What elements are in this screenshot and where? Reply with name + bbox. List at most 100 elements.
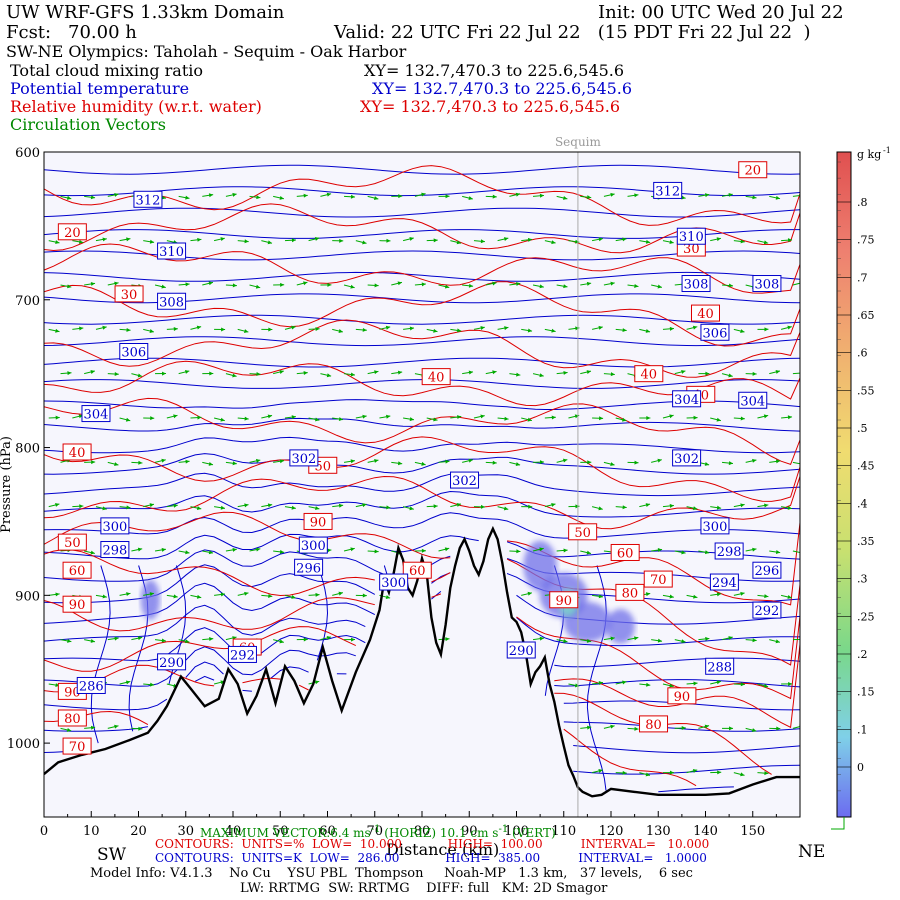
contour-label-box <box>672 449 702 467</box>
wind-vector-head <box>137 373 143 378</box>
contour-label: 50 <box>315 459 332 474</box>
contour-label-box <box>752 561 782 579</box>
wind-vector-head <box>327 548 332 553</box>
wind-vector-head <box>527 328 533 333</box>
theta-contour <box>44 164 800 175</box>
wind-vector-head <box>716 680 721 685</box>
contour-label-box <box>303 512 333 530</box>
wind-vector-head <box>138 460 143 465</box>
wind-vector-head <box>645 592 651 597</box>
wind-vector-head <box>657 458 662 463</box>
colorbar-tick-label: .15 <box>857 686 875 699</box>
colorbar-tick-label: .6 <box>857 347 868 360</box>
contour-label: 304 <box>674 393 699 408</box>
y-tick-label: 800 <box>15 442 40 457</box>
wind-vector-head <box>314 237 320 241</box>
wind-vector-head <box>398 194 403 199</box>
wind-vector-head <box>125 417 131 422</box>
wind-vector-head <box>515 192 521 197</box>
wind-vector-head <box>114 192 119 197</box>
wind-vector-head <box>492 460 497 465</box>
wind-vector-head <box>197 415 202 420</box>
wind-vector-head <box>386 238 391 243</box>
contour-label-box <box>227 645 257 663</box>
wind-vector-head <box>717 770 722 775</box>
wind-vector-head <box>598 594 603 599</box>
wind-vector-head <box>208 461 214 466</box>
wind-vector-head <box>255 547 261 552</box>
theta-contour <box>44 417 800 432</box>
contour-label: 40 <box>69 446 86 461</box>
contour-label-box <box>57 709 87 727</box>
wind-vector-head <box>55 683 60 688</box>
wind-vector-head <box>681 370 686 374</box>
forecast-hour: 70.00 h <box>68 22 137 43</box>
wind-vector-head <box>551 240 556 245</box>
wind-vector-head <box>610 372 615 377</box>
wind-vector-head <box>315 506 320 511</box>
wind-vector-head <box>610 192 615 197</box>
wind-vector-head <box>338 503 344 508</box>
wind-vector-head <box>138 726 143 731</box>
contour-label: 296 <box>296 561 321 576</box>
wind-vector-head <box>586 550 591 555</box>
wind-vector-head <box>468 196 473 200</box>
rh-contour <box>44 436 800 502</box>
wind-vector-head <box>669 683 674 688</box>
wind-vector-head <box>645 772 651 777</box>
wind-vector-head <box>267 414 273 419</box>
contour-label: 308 <box>684 278 709 293</box>
wind-vector-head <box>421 192 426 197</box>
wind-vector-head <box>244 591 249 596</box>
contour-labels: 2020303040404040405050506060606070708080… <box>57 161 782 755</box>
wind-vector-head <box>268 593 273 598</box>
wind-vector-head <box>326 192 332 197</box>
wind-vector-head <box>351 637 356 642</box>
theta-contour <box>44 472 800 497</box>
wind-vector-head <box>787 325 792 330</box>
contour-label-box <box>568 523 598 541</box>
wind-vector-head <box>728 193 733 197</box>
wind-vector-head <box>775 639 780 644</box>
contour-label-box <box>705 657 735 675</box>
wind-vector-head <box>126 237 131 242</box>
x-tick-label: 140 <box>693 824 718 839</box>
wind-vector-head <box>610 724 615 729</box>
contour-label: 308 <box>755 278 780 293</box>
wind-vector-head <box>527 591 532 596</box>
contour-label-box <box>62 443 92 461</box>
wind-vector-head <box>562 458 568 463</box>
wind-vector-head <box>126 505 131 510</box>
wind-vector-head <box>385 595 391 600</box>
contour-label: 90 <box>555 594 572 609</box>
wind-vector-head <box>528 504 533 509</box>
wind-vector-head <box>763 240 769 245</box>
theta-contour <box>128 565 149 732</box>
wind-vector-head <box>338 417 344 422</box>
wind-vector-head <box>456 328 462 333</box>
wind-vector-head <box>657 638 663 643</box>
contour-label: 60 <box>409 564 426 579</box>
contour-label: 80 <box>622 586 639 601</box>
wind-vector-head <box>764 594 769 599</box>
wind-vector-head <box>539 547 544 552</box>
wind-vector-head <box>586 281 592 286</box>
wind-vector-head <box>350 372 355 377</box>
x-axis-title: Distance (km) <box>386 840 500 859</box>
wind-vector-head <box>728 461 733 466</box>
contour-label-box <box>738 391 768 409</box>
contour-label-box <box>681 275 711 293</box>
wind-vector-head <box>315 417 320 422</box>
wind-vector-head <box>208 193 214 198</box>
wind-vector-head <box>646 682 651 687</box>
wind-vector-head <box>268 327 273 332</box>
wind-vector-head <box>185 282 190 287</box>
rh-contour <box>44 203 800 254</box>
cloud-region <box>140 579 160 620</box>
wind-vector-head <box>622 770 627 775</box>
colorbar-tick-label: .3 <box>857 573 868 586</box>
wind-vector-head <box>598 769 603 773</box>
contour-label-box <box>100 541 130 559</box>
contour-label: 296 <box>755 564 780 579</box>
